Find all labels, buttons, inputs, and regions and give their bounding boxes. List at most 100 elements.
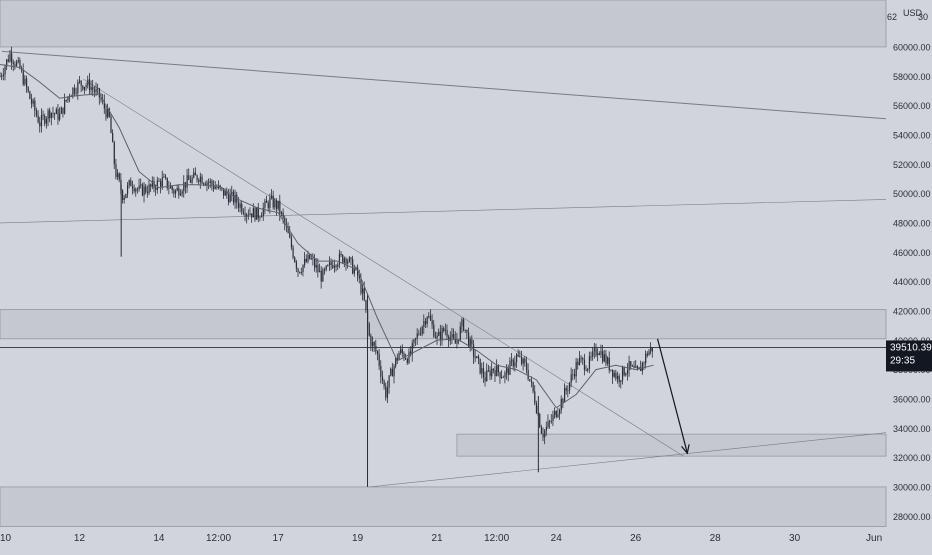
candle-body-262 bbox=[433, 324, 435, 337]
currency-partial-right: 30 bbox=[918, 12, 928, 22]
candle-body-200 bbox=[330, 262, 332, 266]
candle-body-70 bbox=[115, 164, 117, 178]
time-axis[interactable]: 10 12 14 12:00 17 19 21 12:00 24 26 28 30 Jun bbox=[0, 533, 882, 544]
candle-body-338 bbox=[559, 409, 561, 415]
candle-body-149 bbox=[246, 214, 248, 217]
candle-body-362 bbox=[598, 353, 600, 355]
x-tick-label-10: 28 bbox=[710, 533, 722, 544]
candle-body-129 bbox=[213, 184, 215, 189]
candle-body-166 bbox=[274, 200, 276, 208]
candle-body-32 bbox=[52, 112, 54, 114]
candle-body-241 bbox=[398, 353, 400, 360]
candle-body-159 bbox=[262, 207, 264, 216]
x-tick-label-1: 12 bbox=[74, 533, 86, 544]
candle-body-322 bbox=[532, 382, 534, 392]
candle-body-235 bbox=[388, 375, 390, 388]
candle-body-310 bbox=[512, 359, 514, 367]
candle-body-187 bbox=[309, 254, 311, 259]
candle-body-115 bbox=[189, 179, 192, 183]
candle-body-91 bbox=[150, 184, 152, 187]
candle-body-369 bbox=[610, 369, 612, 371]
candle-body-261 bbox=[431, 320, 433, 325]
candle-body-318 bbox=[525, 362, 528, 370]
candle-body-247 bbox=[408, 351, 410, 363]
candle-body-264 bbox=[436, 335, 438, 338]
candle-body-14 bbox=[22, 70, 24, 85]
candle-body-114 bbox=[188, 175, 190, 180]
candle-body-194 bbox=[320, 270, 322, 282]
candle-body-160 bbox=[264, 200, 266, 208]
candle-body-337 bbox=[557, 414, 559, 417]
candle-body-172 bbox=[284, 217, 286, 225]
candle-body-118 bbox=[194, 172, 197, 176]
candle-body-382 bbox=[631, 365, 634, 367]
candle-body-157 bbox=[259, 217, 261, 219]
candle-body-329 bbox=[544, 430, 546, 438]
candle-body-110 bbox=[181, 191, 183, 194]
candle-body-276 bbox=[456, 339, 458, 344]
candle-body-28 bbox=[45, 119, 48, 124]
candle-body-12 bbox=[19, 60, 21, 69]
candle-body-58 bbox=[95, 89, 97, 93]
candle-body-80 bbox=[131, 186, 134, 189]
candle-body-281 bbox=[464, 329, 466, 331]
candle-body-282 bbox=[466, 329, 468, 333]
candle-body-296 bbox=[489, 370, 491, 377]
candle-body-35 bbox=[57, 109, 59, 120]
candle-body-216 bbox=[357, 267, 359, 276]
candle-body-186 bbox=[307, 254, 309, 262]
last-price-label: 39510.39 29:35 bbox=[886, 340, 932, 372]
candle-body-48 bbox=[78, 80, 81, 82]
candle-body-288 bbox=[476, 356, 478, 359]
candle-body-50 bbox=[82, 85, 84, 90]
candle-body-117 bbox=[193, 172, 195, 178]
y-tick-label-3: 34000.00 bbox=[893, 424, 931, 434]
candle-body-307 bbox=[507, 368, 509, 375]
candle-body-141 bbox=[232, 191, 235, 203]
last-price-value: 39510.39 bbox=[890, 342, 932, 353]
candle-body-376 bbox=[621, 366, 624, 381]
candle-body-4 bbox=[6, 59, 8, 67]
candle-body-358 bbox=[592, 351, 594, 357]
x-tick-label-3: 12:00 bbox=[206, 533, 231, 544]
candle-body-323 bbox=[534, 391, 536, 404]
candle-body-257 bbox=[424, 321, 427, 325]
candle-body-125 bbox=[206, 182, 208, 186]
candle-body-171 bbox=[282, 212, 284, 218]
candle-body-104 bbox=[171, 186, 173, 191]
candle-body-79 bbox=[130, 180, 132, 187]
candle-body-180 bbox=[297, 268, 299, 272]
candle-body-93 bbox=[153, 180, 155, 189]
candle-body-306 bbox=[506, 368, 508, 373]
candle-body-56 bbox=[92, 87, 94, 90]
candle-body-131 bbox=[216, 187, 218, 189]
candle-body-309 bbox=[511, 359, 513, 361]
candle-body-107 bbox=[176, 188, 178, 191]
candle-body-242 bbox=[400, 349, 402, 354]
x-tick-label-9: 26 bbox=[630, 533, 642, 544]
candle-body-9 bbox=[14, 64, 16, 66]
candle-body-33 bbox=[54, 113, 56, 115]
candle-body-234 bbox=[386, 387, 389, 398]
candle-body-0 bbox=[0, 76, 1, 78]
candle-body-111 bbox=[183, 182, 185, 192]
candle-body-233 bbox=[385, 386, 387, 398]
candle-body-99 bbox=[163, 176, 165, 178]
candle-body-360 bbox=[595, 348, 597, 356]
candle-body-370 bbox=[612, 369, 614, 377]
candle-body-24 bbox=[39, 122, 41, 127]
candle-body-188 bbox=[310, 258, 312, 260]
candle-body-240 bbox=[396, 358, 399, 360]
candle-body-251 bbox=[415, 338, 417, 340]
candle-body-209 bbox=[345, 258, 347, 264]
candle-body-336 bbox=[555, 410, 557, 417]
candle-body-142 bbox=[234, 194, 236, 203]
x-tick-label-4: 17 bbox=[273, 533, 285, 544]
candle-body-52 bbox=[85, 85, 87, 87]
candle-body-124 bbox=[204, 183, 206, 186]
candle-body-246 bbox=[406, 358, 408, 363]
candle-body-311 bbox=[514, 362, 516, 367]
candle-body-305 bbox=[504, 372, 506, 378]
candle-body-290 bbox=[479, 358, 481, 374]
